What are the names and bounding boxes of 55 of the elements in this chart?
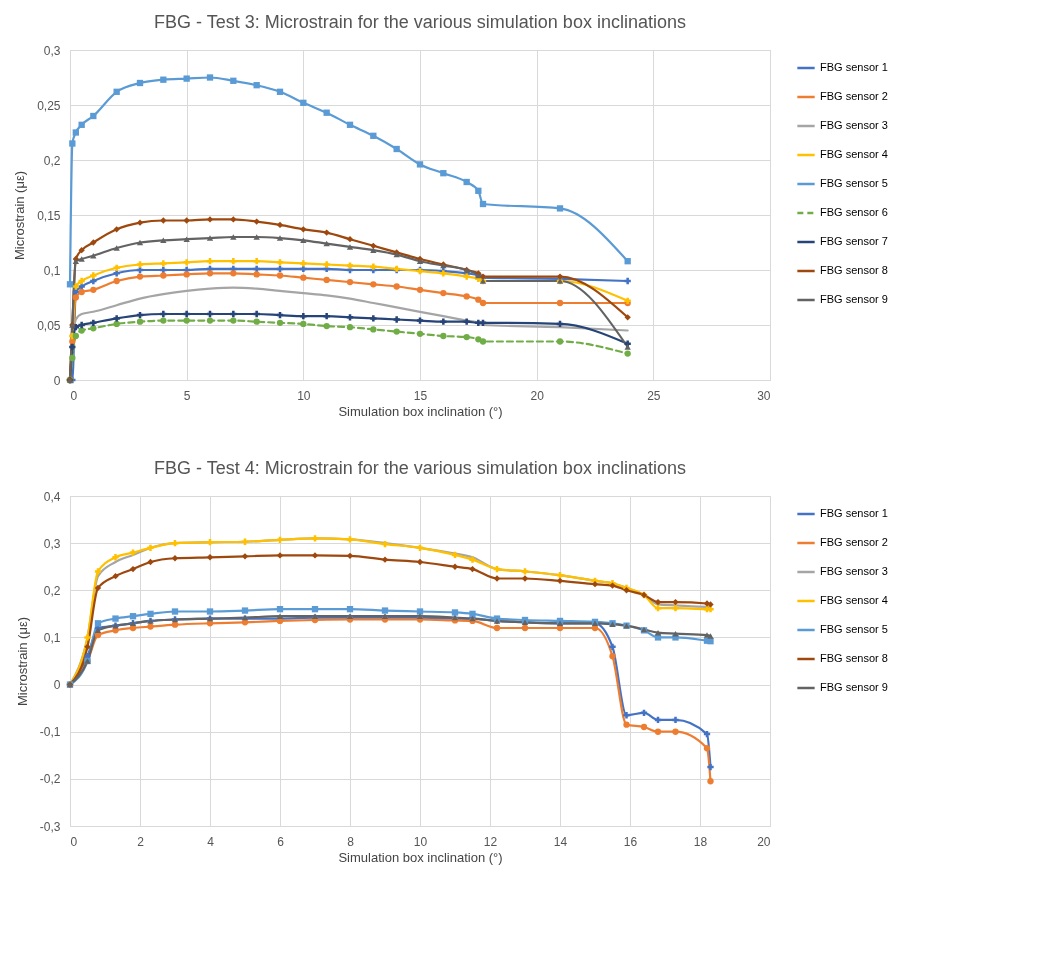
legend-label: FBG sensor 1 xyxy=(820,507,888,519)
x-tick-label: 16 xyxy=(623,834,638,849)
legend-label: FBG sensor 9 xyxy=(820,293,888,305)
legend-label: FBG sensor 7 xyxy=(820,235,888,247)
x-tick-label: 12 xyxy=(483,834,498,849)
legend-label: FBG sensor 8 xyxy=(820,652,888,664)
y-tick-label: 0,15 xyxy=(37,208,61,223)
y-tick-label: 0,2 xyxy=(43,583,61,598)
x-tick-label: 10 xyxy=(413,834,428,849)
y-axis-title: Microstrain (με) xyxy=(14,616,30,707)
legend-label: FBG sensor 3 xyxy=(820,119,888,131)
chart-title: FBG - Test 3: Microstrain for the various simulation box inclinations xyxy=(154,12,686,32)
y-tick-label: 0 xyxy=(53,373,61,388)
legend-label: FBG sensor 4 xyxy=(820,594,888,606)
x-tick-label: 6 xyxy=(277,834,285,849)
y-tick-label: 0,3 xyxy=(43,43,61,58)
x-tick-label: 0 xyxy=(70,834,78,849)
y-axis-title: Microstrain (με) xyxy=(12,170,28,261)
x-tick-label: 5 xyxy=(183,388,191,403)
x-tick-label: 18 xyxy=(693,834,708,849)
y-tick-label: -0,2 xyxy=(39,772,61,787)
chart-title: FBG - Test 4: Microstrain for the various simulation box inclinations xyxy=(154,458,686,478)
legend-label: FBG sensor 5 xyxy=(820,177,888,189)
y-tick-label: 0,25 xyxy=(37,98,61,113)
y-tick-label: 0,3 xyxy=(43,536,61,551)
legend-label: FBG sensor 8 xyxy=(820,264,888,276)
x-axis-title: Simulation box inclination (°) xyxy=(338,403,503,419)
x-tick-label: 10 xyxy=(297,388,311,403)
y-tick-label: 0,1 xyxy=(43,630,61,645)
legend-label: FBG sensor 2 xyxy=(820,536,888,548)
x-tick-label: 14 xyxy=(553,834,568,849)
legend-label: FBG sensor 4 xyxy=(820,148,888,160)
legend-label: FBG sensor 3 xyxy=(820,565,888,577)
x-tick-label: 25 xyxy=(647,388,661,403)
y-tick-label: 0 xyxy=(53,678,61,693)
x-tick-label: 15 xyxy=(413,388,428,403)
x-tick-label: 20 xyxy=(757,834,771,849)
legend-label: FBG sensor 2 xyxy=(820,90,888,102)
y-tick-label: 0,1 xyxy=(43,263,61,278)
y-tick-label: 0,4 xyxy=(43,489,61,504)
x-tick-label: 20 xyxy=(530,388,545,403)
y-tick-label: 0,05 xyxy=(37,318,61,333)
x-tick-label: 8 xyxy=(347,834,355,849)
legend-label: FBG sensor 6 xyxy=(820,206,888,218)
legend-label: FBG sensor 9 xyxy=(820,681,888,693)
y-tick-label: -0,3 xyxy=(39,819,61,834)
legend-label: FBG sensor 5 xyxy=(820,623,888,635)
legend-label: FBG sensor 1 xyxy=(820,61,888,73)
x-tick-label: 0 xyxy=(70,388,78,403)
y-tick-label: 0,2 xyxy=(43,153,61,168)
y-tick-label: -0,1 xyxy=(39,725,61,740)
x-tick-label: 4 xyxy=(207,834,215,849)
x-axis-title: Simulation box inclination (°) xyxy=(338,849,503,865)
x-tick-label: 2 xyxy=(137,834,145,849)
x-tick-label: 30 xyxy=(757,388,771,403)
